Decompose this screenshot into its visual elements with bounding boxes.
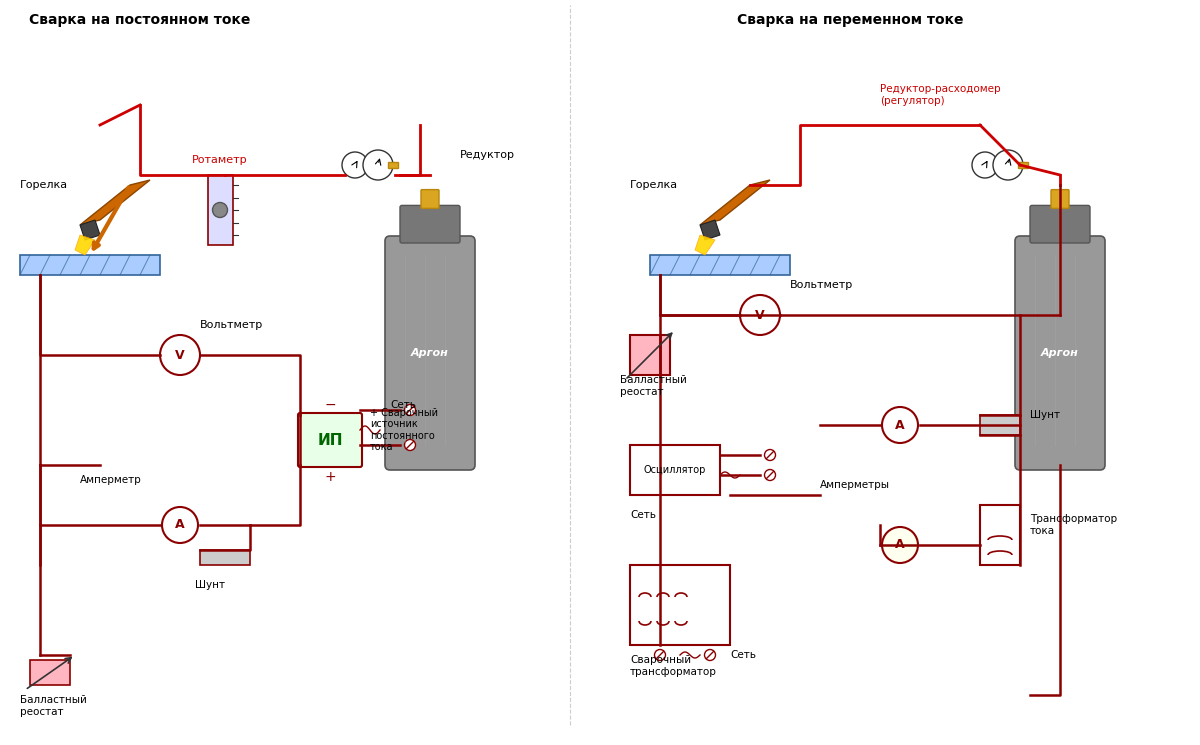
Text: Горелка: Горелка xyxy=(630,180,678,190)
Text: Вольтметр: Вольтметр xyxy=(790,280,853,290)
Text: A: A xyxy=(895,419,905,431)
Text: Вольтметр: Вольтметр xyxy=(200,320,263,330)
Text: Горелка: Горелка xyxy=(20,180,68,190)
FancyBboxPatch shape xyxy=(421,189,439,209)
Circle shape xyxy=(404,440,415,451)
Text: Сварка на переменном токе: Сварка на переменном токе xyxy=(737,13,964,27)
Polygon shape xyxy=(695,235,715,255)
Polygon shape xyxy=(76,235,95,255)
Text: + Сварочный
источник
постоянного
тока: + Сварочный источник постоянного тока xyxy=(370,408,438,452)
FancyBboxPatch shape xyxy=(354,158,391,172)
Text: Ротаметр: Ротаметр xyxy=(192,155,248,165)
Bar xyxy=(650,255,790,275)
Text: Шунт: Шунт xyxy=(1030,410,1060,420)
Bar xyxy=(630,335,670,375)
Text: Амперметры: Амперметры xyxy=(820,480,890,490)
Text: Шунт: Шунт xyxy=(196,580,226,590)
Circle shape xyxy=(764,449,775,460)
Text: Аргон: Аргон xyxy=(1042,348,1079,358)
Circle shape xyxy=(704,650,715,661)
Circle shape xyxy=(740,295,780,335)
Text: Сеть: Сеть xyxy=(630,510,656,520)
Bar xyxy=(630,445,720,495)
Circle shape xyxy=(342,152,368,178)
FancyBboxPatch shape xyxy=(400,206,460,243)
Polygon shape xyxy=(80,220,100,240)
Text: Редуктор: Редуктор xyxy=(460,150,515,160)
FancyBboxPatch shape xyxy=(1051,189,1069,209)
FancyBboxPatch shape xyxy=(298,413,362,467)
Text: ИП: ИП xyxy=(317,433,343,448)
Text: Аргон: Аргон xyxy=(412,348,449,358)
Bar xyxy=(980,505,1020,565)
Bar xyxy=(980,415,1020,435)
Text: A: A xyxy=(895,539,905,551)
Circle shape xyxy=(882,527,918,563)
Text: V: V xyxy=(755,308,764,322)
FancyBboxPatch shape xyxy=(385,236,475,470)
Bar xyxy=(630,565,730,645)
Circle shape xyxy=(212,203,228,218)
Circle shape xyxy=(882,407,918,443)
Text: V: V xyxy=(175,349,185,361)
Text: +: + xyxy=(324,470,336,484)
Text: Редуктор-расходомер
(регулятор): Редуктор-расходомер (регулятор) xyxy=(880,84,1001,106)
Circle shape xyxy=(764,469,775,481)
Circle shape xyxy=(972,152,998,178)
Polygon shape xyxy=(700,220,720,240)
Circle shape xyxy=(162,507,198,543)
Bar xyxy=(1018,162,1028,168)
Bar xyxy=(388,162,398,168)
Text: Осциллятор: Осциллятор xyxy=(644,465,706,475)
Bar xyxy=(200,550,250,565)
Text: Сварочный
трансформатор: Сварочный трансформатор xyxy=(630,655,716,676)
Circle shape xyxy=(362,150,392,180)
Circle shape xyxy=(404,405,415,416)
Circle shape xyxy=(160,335,200,375)
Polygon shape xyxy=(80,180,150,225)
Text: Трансформатор
тока: Трансформатор тока xyxy=(1030,514,1117,536)
Circle shape xyxy=(654,650,666,661)
FancyBboxPatch shape xyxy=(984,158,1021,172)
Circle shape xyxy=(992,150,1022,180)
Polygon shape xyxy=(700,180,770,225)
Text: Сварка на постоянном токе: Сварка на постоянном токе xyxy=(29,13,251,27)
Bar xyxy=(20,255,160,275)
Bar xyxy=(208,175,233,245)
Text: Сеть: Сеть xyxy=(730,650,756,660)
Text: Балластный
реостат: Балластный реостат xyxy=(20,695,86,717)
Text: −: − xyxy=(324,398,336,412)
Text: Сеть: Сеть xyxy=(390,400,416,410)
Bar xyxy=(30,660,70,685)
Text: Балластный
реостат: Балластный реостат xyxy=(620,375,686,396)
FancyBboxPatch shape xyxy=(1015,236,1105,470)
Text: A: A xyxy=(175,519,185,531)
Text: Амперметр: Амперметр xyxy=(80,475,142,485)
FancyBboxPatch shape xyxy=(1030,206,1090,243)
